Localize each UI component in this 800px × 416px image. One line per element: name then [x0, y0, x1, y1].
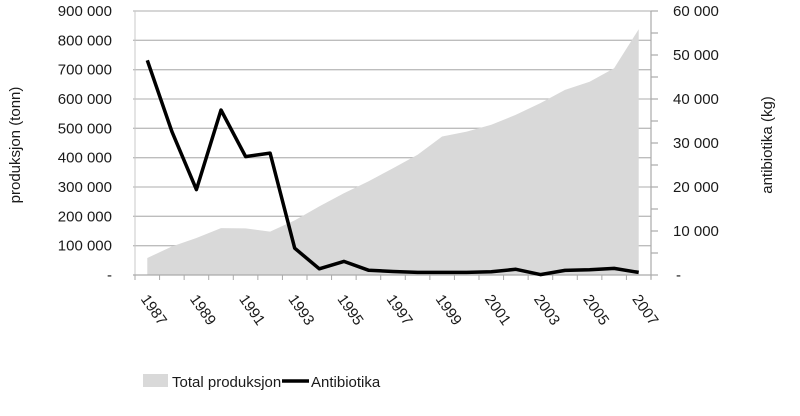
right-tick-label: 60 000 [673, 3, 719, 20]
x-tick-label: 1999 [432, 292, 465, 329]
left-tick-label: 300 000 [58, 179, 112, 196]
left-tick-label: 100 000 [58, 238, 112, 255]
x-tick-label: 1993 [284, 292, 317, 329]
x-tick-label: 1991 [235, 292, 268, 329]
right-axis-ticks: - 10 000 20 000 30 000 40 000 50 000 60 000 [673, 3, 719, 284]
right-tick-label: 10 000 [673, 223, 719, 240]
left-axis-title: produksjon (tonn) [7, 87, 24, 204]
x-tick-label: 1987 [137, 292, 170, 329]
x-tick-label: 2007 [628, 292, 661, 329]
left-tick-label: - [107, 267, 112, 284]
antibiotika-line [145, 59, 639, 277]
x-tick-label: 1989 [186, 292, 219, 329]
right-tick-label: - [676, 267, 681, 284]
left-tick-label: 200 000 [58, 208, 112, 225]
right-tick-label: 30 000 [673, 135, 719, 152]
legend: Total produksjon Antibiotika [143, 374, 381, 391]
x-axis-ticks: 1987 1989 1991 1993 1995 1997 1999 2001 2003 2005… [137, 292, 661, 329]
left-tick-label: 600 000 [58, 91, 112, 108]
left-tick-label: 700 000 [58, 62, 112, 79]
left-tick-label: 500 000 [58, 120, 112, 137]
gridlines [133, 10, 651, 247]
left-tick-label: 900 000 [58, 3, 112, 20]
axes [133, 10, 658, 280]
left-tick-label: 400 000 [58, 150, 112, 167]
right-tick-label: 40 000 [673, 91, 719, 108]
legend-label-total-produksjon: Total produksjon [172, 374, 281, 391]
legend-label-antibiotika: Antibiotika [311, 374, 381, 391]
right-axis-title: antibiotika (kg) [759, 96, 776, 194]
right-tick-label: 50 000 [673, 47, 719, 64]
left-tick-label: 800 000 [58, 32, 112, 49]
left-axis-ticks: - 100 000 200 000 300 000 400 000 500 000 600 … [58, 3, 112, 284]
total-produksjon-area [147, 29, 639, 276]
x-tick-label: 2001 [481, 292, 514, 329]
x-tick-label: 1997 [383, 292, 416, 329]
legend-swatch-total-produksjon [143, 374, 168, 387]
x-tick-label: 2005 [579, 292, 612, 329]
x-tick-label: 2003 [530, 292, 563, 329]
x-tick-label: 1995 [334, 292, 367, 329]
right-tick-label: 20 000 [673, 179, 719, 196]
